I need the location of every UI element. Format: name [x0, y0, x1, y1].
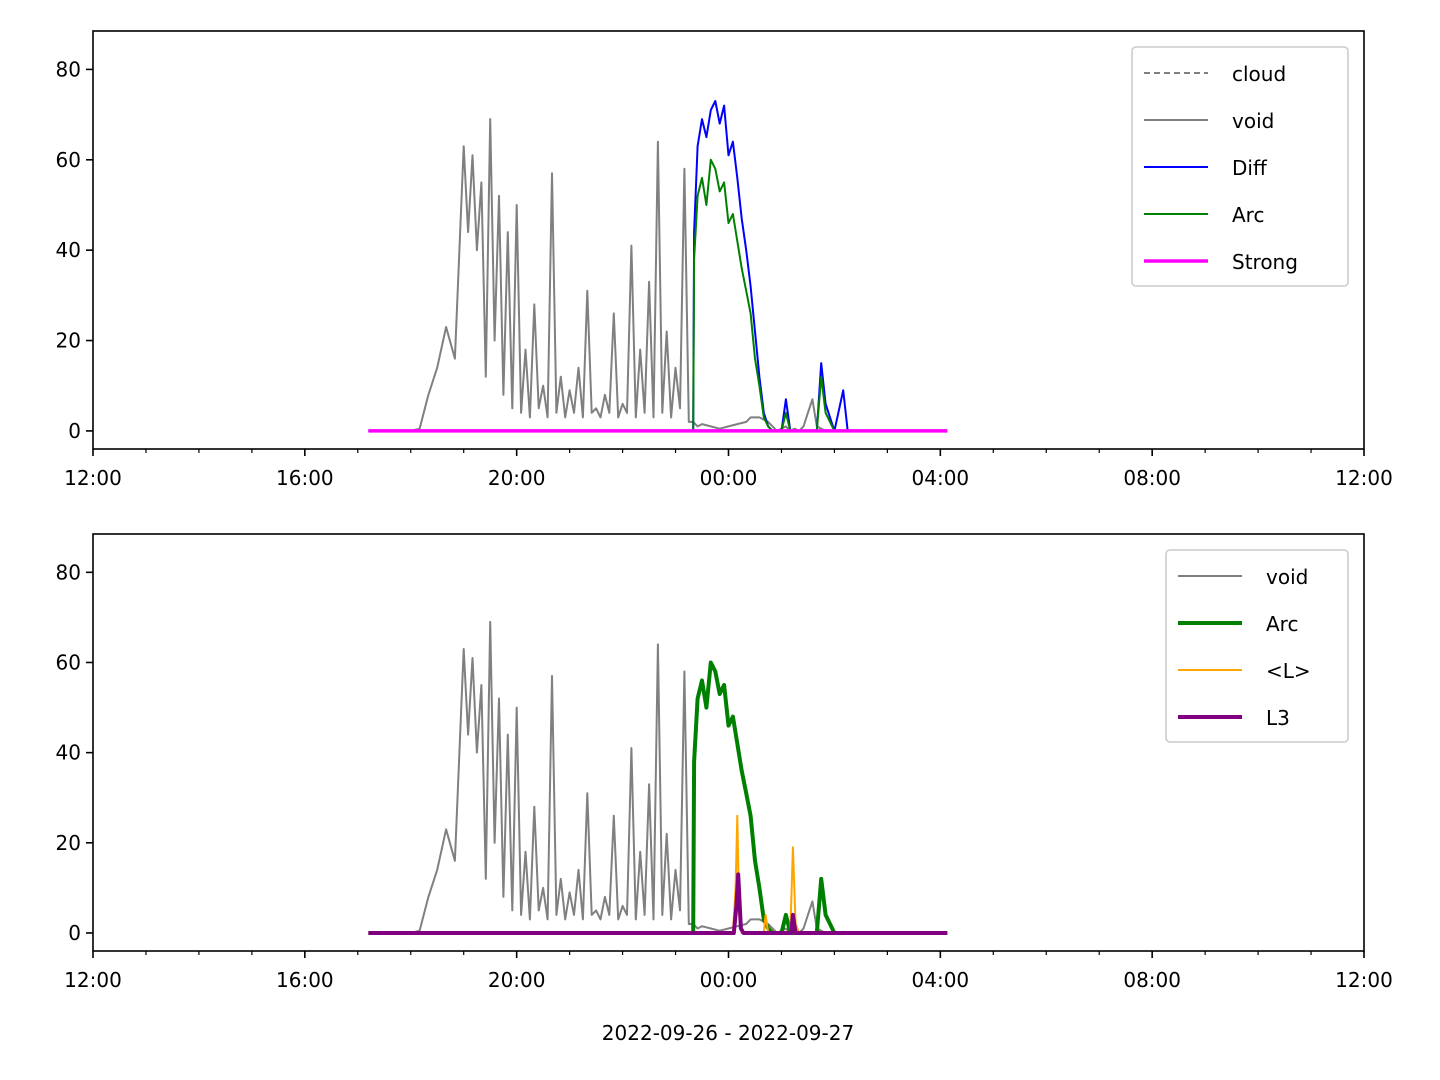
x-tick-label: 08:00 — [1123, 466, 1181, 490]
y-tick-label: 60 — [56, 650, 81, 674]
legend-label: <L> — [1266, 659, 1311, 683]
bottom-chart-panel: 0 20 40 60 80 12:00 16:00 20:00 00:00 04:00 08:00 1… — [56, 533, 1393, 992]
legend-label: cloud — [1232, 62, 1286, 86]
legend-label: Arc — [1266, 612, 1298, 636]
series-lines — [368, 100, 948, 433]
x-axis-title: 2022-09-26 - 2022-09-27 — [602, 1021, 854, 1045]
top-chart-panel: 0 20 40 60 80 12:00 16:00 20:00 00:00 04:00 08:00 1… — [56, 30, 1393, 490]
y-tick-label: 40 — [56, 238, 81, 262]
x-tick-label: 00:00 — [700, 968, 758, 992]
y-tick-label: 40 — [56, 741, 81, 765]
legend-box — [1165, 549, 1349, 743]
legend-label: Strong — [1232, 250, 1298, 274]
x-tick-label: 12:00 — [1335, 466, 1393, 490]
legend-box — [1131, 46, 1349, 287]
legend: cloud void Diff Arc Strong — [1131, 46, 1349, 287]
y-tick-label: 80 — [56, 560, 81, 584]
x-tick-label: 00:00 — [700, 466, 758, 490]
x-tick-label: 08:00 — [1123, 968, 1181, 992]
series-line-diff — [368, 100, 947, 432]
y-tick-label: 60 — [56, 148, 81, 172]
legend-label: void — [1232, 109, 1274, 133]
x-tick-label: 12:00 — [1335, 968, 1393, 992]
y-tick-label: 80 — [56, 57, 81, 81]
x-tick-label: 16:00 — [276, 968, 334, 992]
x-tick-label: 16:00 — [276, 466, 334, 490]
y-tick-label: 20 — [56, 831, 81, 855]
y-tick-label: 0 — [68, 921, 81, 945]
legend-label: void — [1266, 565, 1308, 589]
legend-label: Diff — [1232, 156, 1268, 180]
x-tick-label: 04:00 — [912, 968, 970, 992]
legend-label: Arc — [1232, 203, 1264, 227]
legend-label: L3 — [1266, 706, 1290, 730]
x-tick-label: 12:00 — [64, 466, 122, 490]
legend: void Arc <L> L3 — [1165, 549, 1349, 743]
x-tick-label: 20:00 — [488, 968, 546, 992]
series-line-l — [368, 814, 948, 934]
y-tick-label: 20 — [56, 329, 81, 353]
series-line-void — [368, 620, 827, 934]
series-line-void — [368, 118, 827, 432]
series-line-l3 — [368, 872, 948, 935]
x-tick-label: 04:00 — [912, 466, 970, 490]
y-tick-label: 0 — [68, 419, 81, 443]
x-tick-label: 12:00 — [64, 968, 122, 992]
x-tick-label: 20:00 — [488, 466, 546, 490]
series-lines — [368, 620, 948, 935]
